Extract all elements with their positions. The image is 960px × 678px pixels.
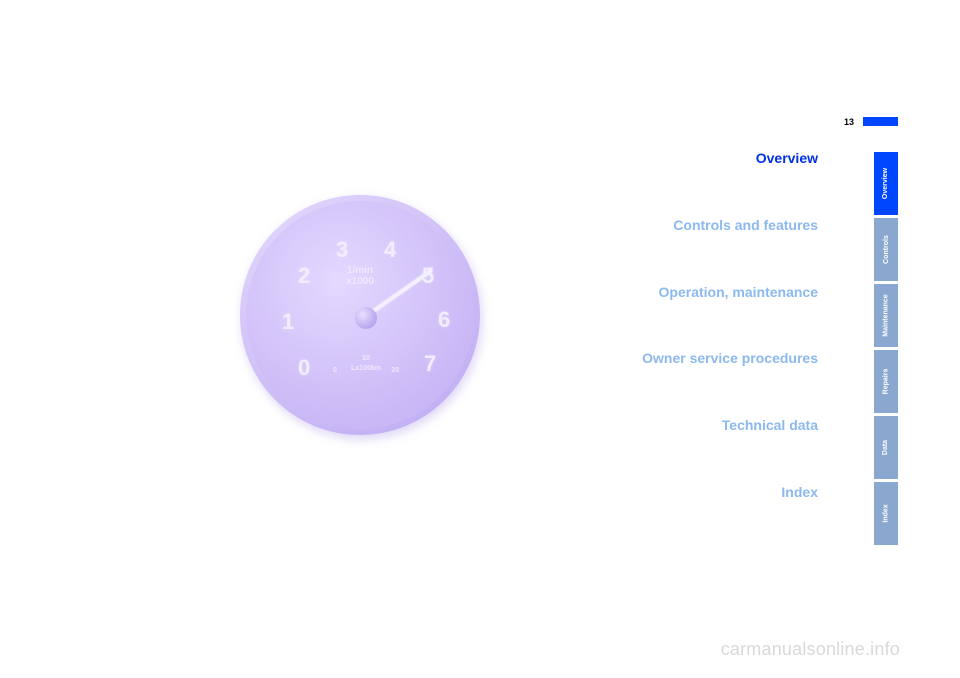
gauge-unit: 1/min x1000 xyxy=(246,265,474,287)
page-number: 13 xyxy=(844,117,854,127)
gauge-unit-line2: x1000 xyxy=(246,276,474,287)
tab-index[interactable]: Index xyxy=(874,482,898,545)
tab-label: Overview xyxy=(883,168,890,199)
dial-7: 7 xyxy=(424,351,436,377)
subgauge-unit: Lx100km xyxy=(331,365,401,372)
subgauge-mid: 10 xyxy=(331,355,401,362)
thumb-tabs: Overview Controls Maintenance Repairs Da… xyxy=(874,152,898,548)
tab-label: Controls xyxy=(883,235,890,264)
tab-label: Maintenance xyxy=(883,294,890,336)
tab-label: Data xyxy=(883,440,890,455)
tab-maintenance[interactable]: Maintenance xyxy=(874,284,898,347)
watermark: carmanualsonline.info xyxy=(721,639,900,660)
gauge-hub xyxy=(355,307,377,329)
dial-6: 6 xyxy=(438,307,450,333)
tab-label: Index xyxy=(882,504,889,522)
dial-3: 3 xyxy=(336,237,348,263)
tab-overview[interactable]: Overview xyxy=(874,152,898,215)
section-repairs[interactable]: Owner service procedures xyxy=(560,350,818,367)
fuel-economy-subgauge: 0 10 20 Lx100km xyxy=(331,349,401,393)
dial-1: 1 xyxy=(282,309,294,335)
gauge-unit-line1: 1/min xyxy=(246,265,474,276)
gauge-face: 0 1 2 3 4 5 6 7 1/min x1000 0 10 20 Lx10… xyxy=(246,201,474,429)
tab-data[interactable]: Data xyxy=(874,416,898,479)
section-controls[interactable]: Controls and features xyxy=(560,217,818,234)
section-data[interactable]: Technical data xyxy=(560,417,818,434)
dial-0: 0 xyxy=(298,355,310,381)
tab-controls[interactable]: Controls xyxy=(874,218,898,281)
page-marker xyxy=(863,117,898,126)
tab-repairs[interactable]: Repairs xyxy=(874,350,898,413)
tab-label: Repairs xyxy=(883,369,890,395)
section-index[interactable]: Index xyxy=(560,484,818,501)
section-list: Overview Controls and features Operation… xyxy=(560,150,818,551)
dial-4: 4 xyxy=(384,237,396,263)
tachometer-illustration: 0 1 2 3 4 5 6 7 1/min x1000 0 10 20 Lx10… xyxy=(240,195,480,435)
section-maintenance[interactable]: Operation, maintenance xyxy=(560,284,818,301)
manual-page: 13 0 1 2 3 4 5 6 7 1/min x1000 0 10 20 L… xyxy=(0,0,960,678)
section-overview[interactable]: Overview xyxy=(560,150,818,167)
